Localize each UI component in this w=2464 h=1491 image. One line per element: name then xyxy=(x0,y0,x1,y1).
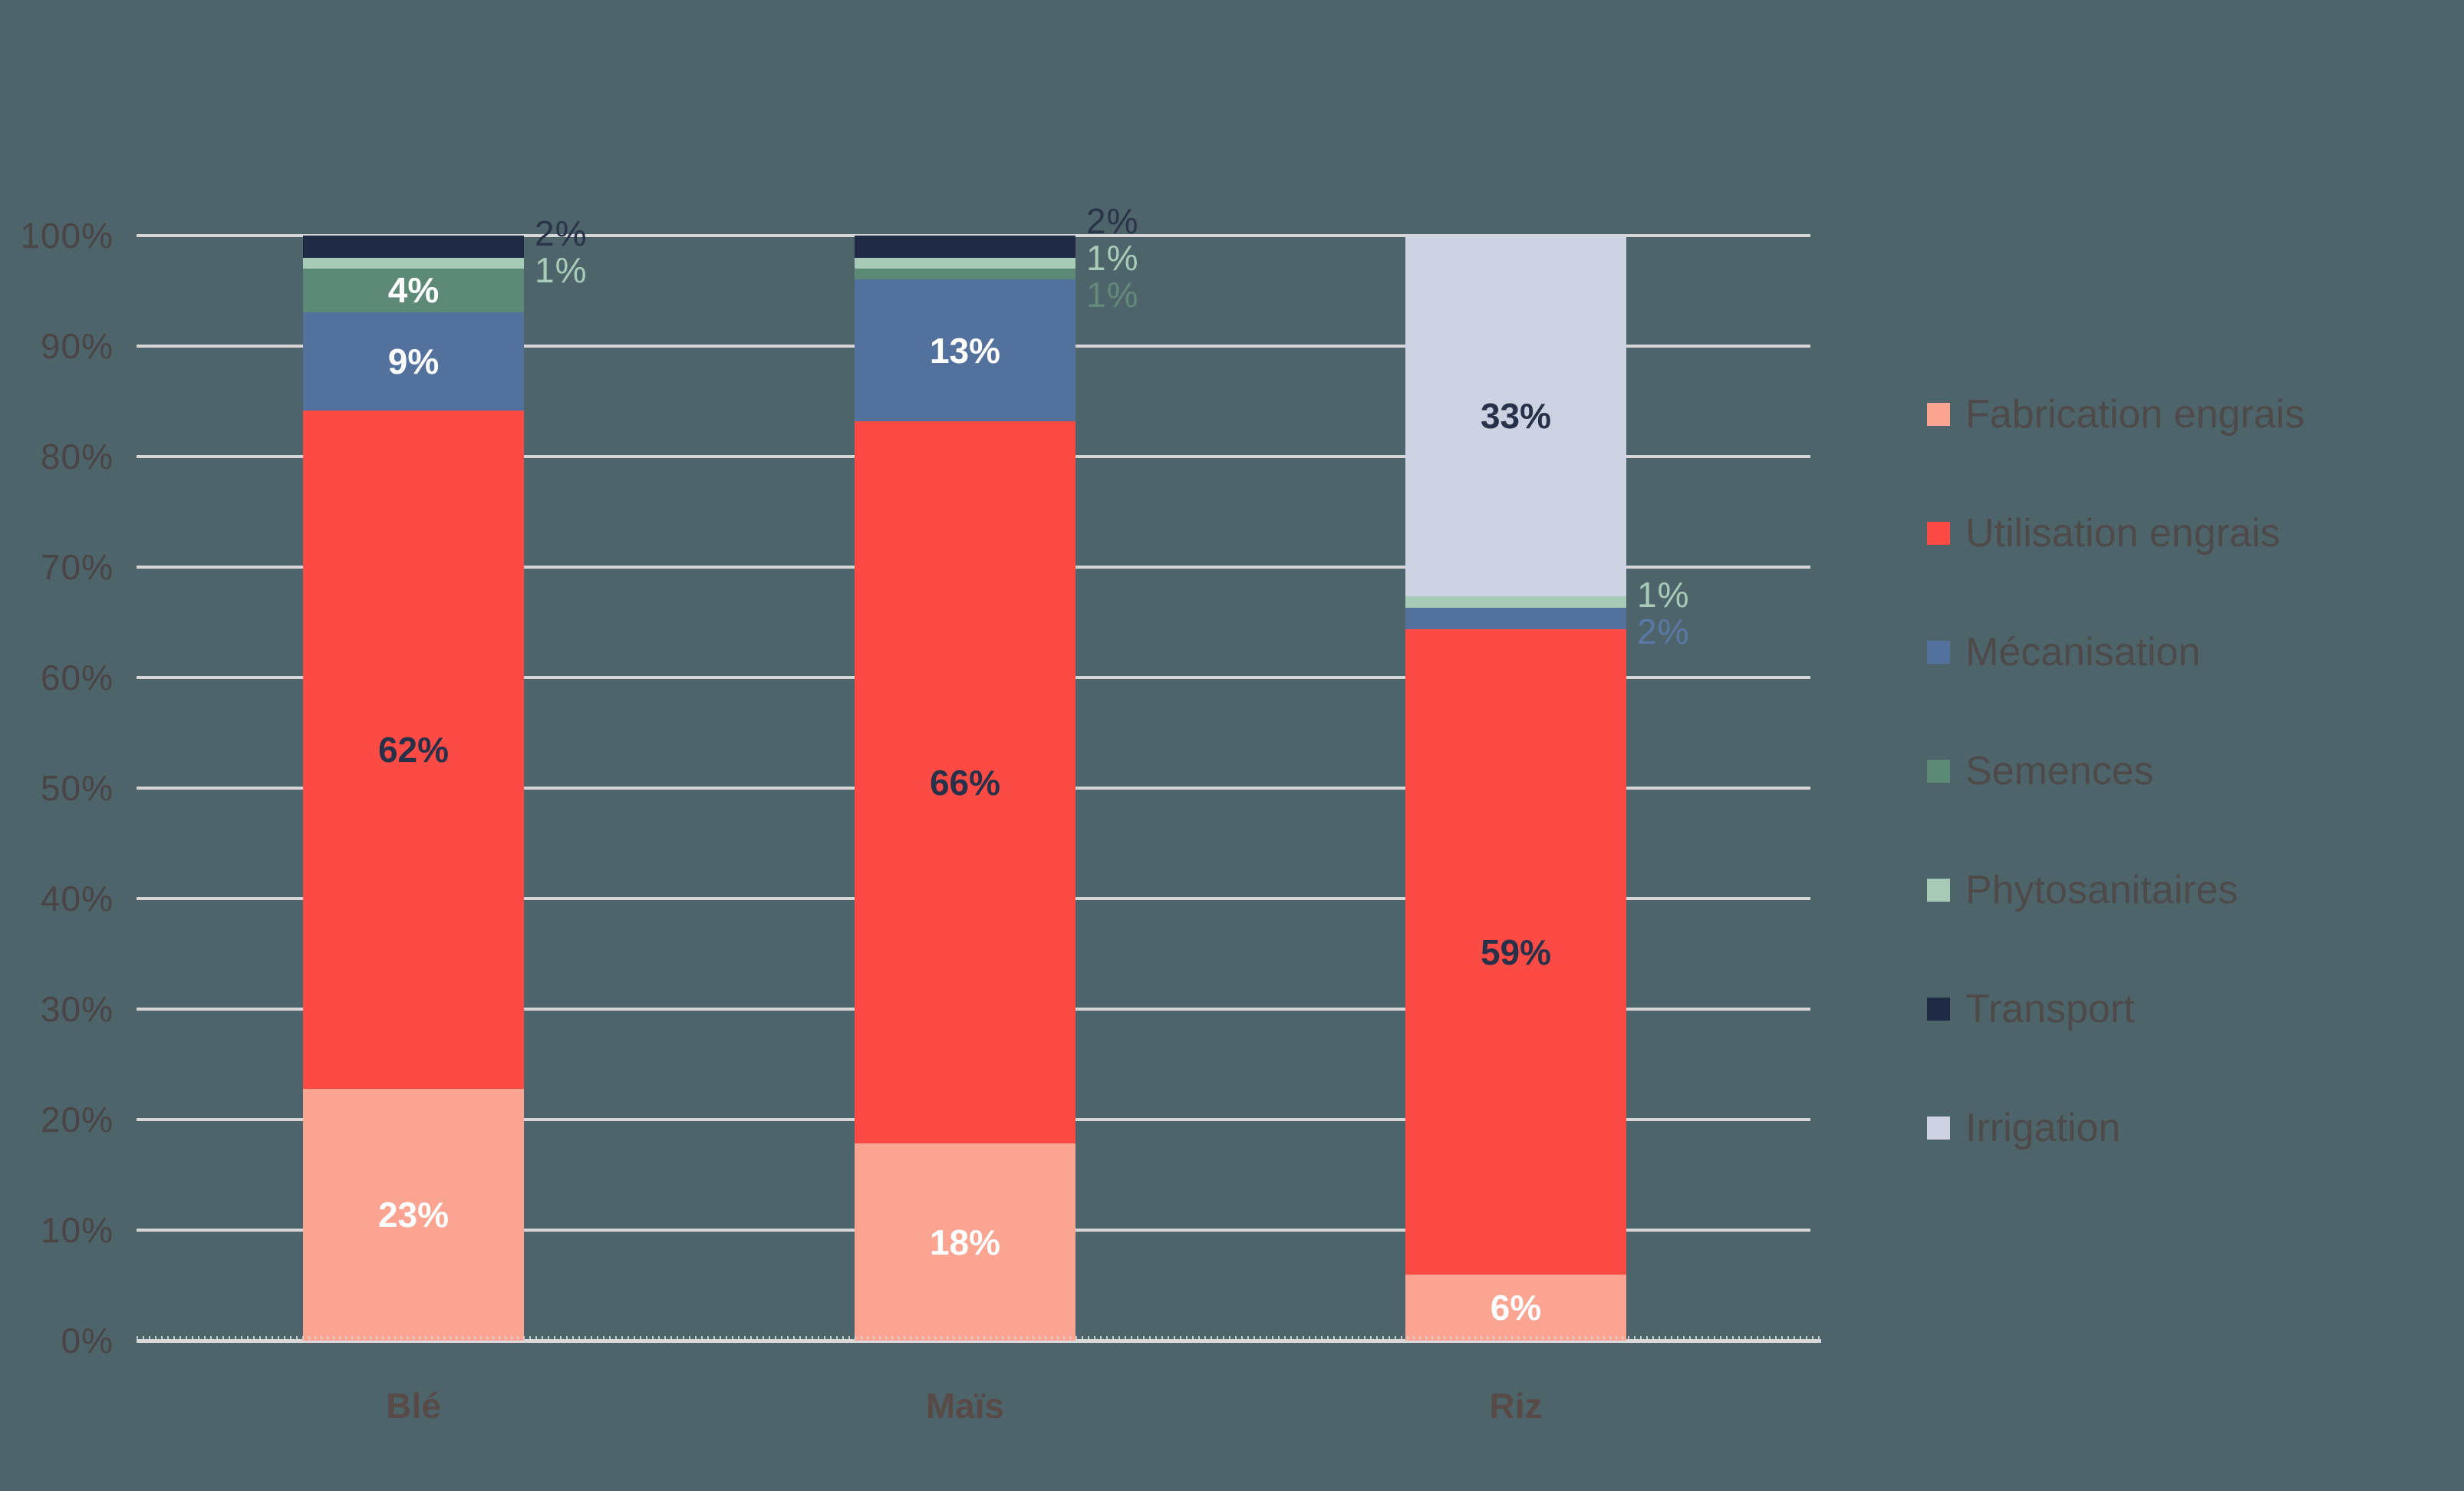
legend-swatch-utilisation-engrais xyxy=(1927,522,1950,545)
value-label-ble-phytosanitaires: 1% xyxy=(535,250,588,291)
x-axis-label-riz: Riz xyxy=(1489,1386,1543,1426)
axis-minor-ticks xyxy=(137,1336,1821,1339)
bar-segment-ble-fabrication-engrais[interactable] xyxy=(303,1089,524,1341)
legend-label-phytosanitaires: Phytosanitaires xyxy=(1965,868,2238,912)
legend-item-semences[interactable]: Semences xyxy=(1927,747,2154,796)
bar-segment-riz-utilisation-engrais[interactable] xyxy=(1405,629,1626,1275)
bar-segment-mais-utilisation-engrais[interactable] xyxy=(855,421,1076,1144)
legend-item-mecanisation[interactable]: Mécanisation xyxy=(1927,628,2200,677)
y-axis-label-10%: 10% xyxy=(40,1210,114,1250)
y-axis-label-60%: 60% xyxy=(40,658,114,698)
legend-label-mecanisation: Mécanisation xyxy=(1965,630,2201,675)
bar-segment-mais-semences[interactable] xyxy=(855,268,1076,280)
legend-item-utilisation-engrais[interactable]: Utilisation engrais xyxy=(1927,509,2280,558)
bar-segment-mais-mecanisation[interactable] xyxy=(855,279,1076,422)
bar-segment-mais-phytosanitaires[interactable] xyxy=(855,257,1076,269)
legend-swatch-mecanisation xyxy=(1927,641,1950,664)
x-axis-label-ble: Blé xyxy=(386,1386,441,1426)
value-label-ble-transport: 2% xyxy=(535,213,588,254)
legend-item-fabrication-engrais[interactable]: Fabrication engrais xyxy=(1927,390,2304,439)
bar-segment-riz-fabrication-engrais[interactable] xyxy=(1405,1275,1626,1341)
value-label-riz-phytosanitaires: 1% xyxy=(1637,574,1690,615)
legend-item-transport[interactable]: Transport xyxy=(1927,985,2135,1034)
value-label-riz-irrigation: 33% xyxy=(1480,396,1552,437)
y-axis-label-0%: 0% xyxy=(61,1321,114,1361)
value-label-mais-mecanisation: 13% xyxy=(929,330,1001,371)
bar-segment-mais-transport[interactable] xyxy=(855,236,1076,258)
value-label-riz-fabrication-engrais: 6% xyxy=(1490,1288,1542,1328)
x-axis-label-mais: Maïs xyxy=(925,1386,1005,1426)
bar-segment-riz-irrigation[interactable] xyxy=(1405,236,1626,597)
bar-segment-ble-utilisation-engrais[interactable] xyxy=(303,411,524,1090)
y-axis-label-20%: 20% xyxy=(40,1100,114,1140)
y-axis-label-100%: 100% xyxy=(20,216,114,256)
bar-segment-ble-phytosanitaires[interactable] xyxy=(303,257,524,269)
value-label-ble-mecanisation: 9% xyxy=(387,341,440,381)
y-axis-label-30%: 30% xyxy=(40,989,114,1029)
x-axis-line xyxy=(137,1339,1821,1343)
value-label-mais-transport: 2% xyxy=(1086,200,1139,241)
legend-label-semences: Semences xyxy=(1965,749,2154,793)
bar-segment-ble-semences[interactable] xyxy=(303,268,524,312)
value-label-mais-utilisation-engrais: 66% xyxy=(929,762,1001,803)
bar-riz xyxy=(1405,236,1626,1341)
bar-segment-ble-mecanisation[interactable] xyxy=(303,312,524,411)
legend-label-utilisation-engrais: Utilisation engrais xyxy=(1965,511,2281,556)
value-label-ble-utilisation-engrais: 62% xyxy=(377,730,450,770)
value-label-ble-semences: 4% xyxy=(387,270,440,311)
bar-segment-ble-transport[interactable] xyxy=(303,236,524,258)
legend-label-fabrication-engrais: Fabrication engrais xyxy=(1965,392,2305,437)
y-axis-label-90%: 90% xyxy=(40,326,114,366)
legend-swatch-irrigation xyxy=(1927,1117,1950,1140)
y-axis-label-50%: 50% xyxy=(40,768,114,808)
bar-ble xyxy=(303,236,524,1341)
bar-segment-mais-fabrication-engrais[interactable] xyxy=(855,1143,1076,1341)
legend-swatch-fabrication-engrais xyxy=(1927,403,1950,426)
value-label-mais-phytosanitaires: 1% xyxy=(1086,237,1139,278)
legend-label-irrigation: Irrigation xyxy=(1965,1106,2121,1150)
y-axis-label-70%: 70% xyxy=(40,547,114,587)
legend-item-irrigation[interactable]: Irrigation xyxy=(1927,1103,2120,1153)
legend-label-transport: Transport xyxy=(1965,987,2135,1031)
legend-item-phytosanitaires[interactable]: Phytosanitaires xyxy=(1927,866,2238,915)
legend-swatch-transport xyxy=(1927,998,1950,1021)
legend-swatch-phytosanitaires xyxy=(1927,879,1950,902)
y-axis-label-80%: 80% xyxy=(40,437,114,477)
value-label-riz-utilisation-engrais: 59% xyxy=(1480,932,1552,972)
legend-swatch-semences xyxy=(1927,760,1950,783)
value-label-mais-semences: 1% xyxy=(1086,274,1139,315)
value-label-riz-mecanisation: 2% xyxy=(1637,611,1690,651)
value-label-ble-fabrication-engrais: 23% xyxy=(377,1195,450,1235)
bar-segment-riz-phytosanitaires[interactable] xyxy=(1405,596,1626,608)
bar-mais xyxy=(855,236,1076,1341)
bar-segment-riz-mecanisation[interactable] xyxy=(1405,607,1626,630)
value-label-mais-fabrication-engrais: 18% xyxy=(929,1222,1001,1262)
y-axis-label-40%: 40% xyxy=(40,879,114,919)
